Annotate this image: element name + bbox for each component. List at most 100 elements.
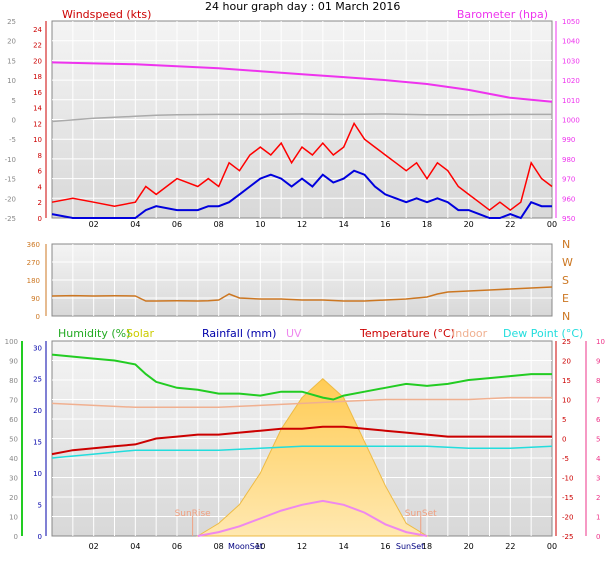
rainfall-tick: 15 <box>33 439 42 447</box>
x-tick-label: 22 <box>505 220 515 229</box>
windspeed-tick: 20 <box>33 57 42 65</box>
uv-label: UV <box>286 327 302 340</box>
direction-tick: 0 <box>36 313 40 321</box>
solar-area <box>196 378 429 537</box>
temperature-tick: 15 <box>562 377 571 385</box>
solar-label: Solar <box>126 327 155 340</box>
uv-tick: 8 <box>596 377 600 385</box>
barometer-tick: 1000 <box>562 117 580 125</box>
humidity-tick: 80 <box>9 377 18 385</box>
x-tick-label: 06 <box>172 220 182 229</box>
temperature-tick: 20 <box>562 358 571 366</box>
outer-left-tick: 10 <box>7 77 16 85</box>
outer-left-tick: 15 <box>7 57 16 65</box>
windspeed-tick: 2 <box>38 199 42 207</box>
uv-tick: 0 <box>596 533 600 541</box>
rainfall-tick: 5 <box>38 502 42 510</box>
windspeed-tick: 10 <box>33 136 42 144</box>
barometer-tick: 1040 <box>562 38 580 46</box>
compass-label: N <box>562 310 570 323</box>
wind-avg-line <box>51 169 552 220</box>
windspeed-tick: 12 <box>33 120 42 128</box>
barometer-label: Barometer (hpa) <box>456 8 548 21</box>
x-tick-label: 04 <box>130 220 140 229</box>
temperature-tick: -15 <box>562 494 573 502</box>
direction-tick: 270 <box>27 259 40 267</box>
uv-tick: 4 <box>596 455 601 463</box>
x-tick-label: 08 <box>214 220 224 229</box>
barometer-tick: 970 <box>562 176 575 184</box>
barometer-tick: 1010 <box>562 97 580 105</box>
temperature-tick: -10 <box>562 475 573 483</box>
temperature-tick: 0 <box>562 436 566 444</box>
temperature-tick: 5 <box>562 416 566 424</box>
wind-gust-line <box>51 121 553 212</box>
x-tick-label: 12 <box>297 220 307 229</box>
x-tick-label: 16 <box>380 542 390 551</box>
temperature-tick: 25 <box>562 338 571 346</box>
barometer-tick: 1020 <box>562 77 580 85</box>
humidity-tick: 0 <box>14 533 18 541</box>
x-annotation-label: MoonSet <box>228 542 263 551</box>
rainfall-tick: 25 <box>33 376 42 384</box>
uv-tick: 9 <box>596 358 600 366</box>
windspeed-tick: 24 <box>33 26 42 34</box>
x-tick-label: 22 <box>505 542 515 551</box>
indoor-label: Indoor <box>452 327 488 340</box>
direction-tick: 180 <box>27 277 40 285</box>
humidity-tick: 100 <box>5 338 18 346</box>
x-tick-label: 00 <box>547 542 557 551</box>
windspeed-label: Windspeed (kts) <box>62 8 152 21</box>
x-tick-label: 08 <box>214 542 224 551</box>
direction-tick: 90 <box>31 295 40 303</box>
humidity-tick: 50 <box>9 436 18 444</box>
x-tick-label: 16 <box>380 220 390 229</box>
temperature-tick: -20 <box>562 514 573 522</box>
windspeed-tick: 8 <box>38 152 42 160</box>
uv-line <box>197 499 428 537</box>
x-tick-label: 18 <box>422 220 432 229</box>
compass-label: W <box>562 256 573 269</box>
temperature-label: Temperature (°C) <box>360 327 455 340</box>
temperature-line <box>51 425 552 456</box>
outer-left-tick: 20 <box>7 38 16 46</box>
windspeed-tick: 16 <box>33 89 42 97</box>
compass-label: S <box>562 274 569 287</box>
uv-tick: 6 <box>596 416 601 424</box>
barometer-tick: 990 <box>562 136 575 144</box>
windspeed-tick: 6 <box>38 168 43 176</box>
uv-tick: 10 <box>596 338 605 346</box>
barometer-tick: 950 <box>562 215 575 223</box>
x-tick-label: 20 <box>464 220 474 229</box>
uv-tick: 7 <box>596 397 600 405</box>
humidity-label: Humidity (%) <box>58 327 131 340</box>
x-tick-label: 10 <box>255 220 265 229</box>
compass-label: E <box>562 292 569 305</box>
rainfall-tick: 20 <box>33 407 42 415</box>
humidity-tick: 70 <box>9 397 18 405</box>
humidity-line <box>51 353 552 401</box>
compass-label: N <box>562 238 570 251</box>
outer-left-tick: -20 <box>5 195 16 203</box>
x-tick-label: 06 <box>172 542 182 551</box>
x-tick-label: 10 <box>255 542 265 551</box>
windspeed-tick: 18 <box>33 73 42 81</box>
x-tick-label: 12 <box>297 542 307 551</box>
humidity-tick: 60 <box>9 416 18 424</box>
direction-line <box>51 286 553 302</box>
rainfall-tick: 0 <box>38 533 42 541</box>
humidity-tick: 40 <box>9 455 18 463</box>
rainfall-label: Rainfall (mm) <box>202 327 277 340</box>
outer-left-tick: 25 <box>7 18 16 26</box>
x-tick-label: 20 <box>464 542 474 551</box>
sun-marker-label: SunSet <box>405 509 437 519</box>
outer-left-tick: -25 <box>5 215 16 223</box>
windspeed-tick: 0 <box>38 215 42 223</box>
sun-marker-label: SunRise <box>175 509 212 519</box>
page-title: 24 hour graph day : 01 March 2016 <box>205 0 401 13</box>
humidity-tick: 30 <box>9 475 18 483</box>
x-annotation-label: SunSet <box>396 542 424 551</box>
x-tick-label: 18 <box>422 542 432 551</box>
barometer-tick: 1030 <box>562 57 580 65</box>
